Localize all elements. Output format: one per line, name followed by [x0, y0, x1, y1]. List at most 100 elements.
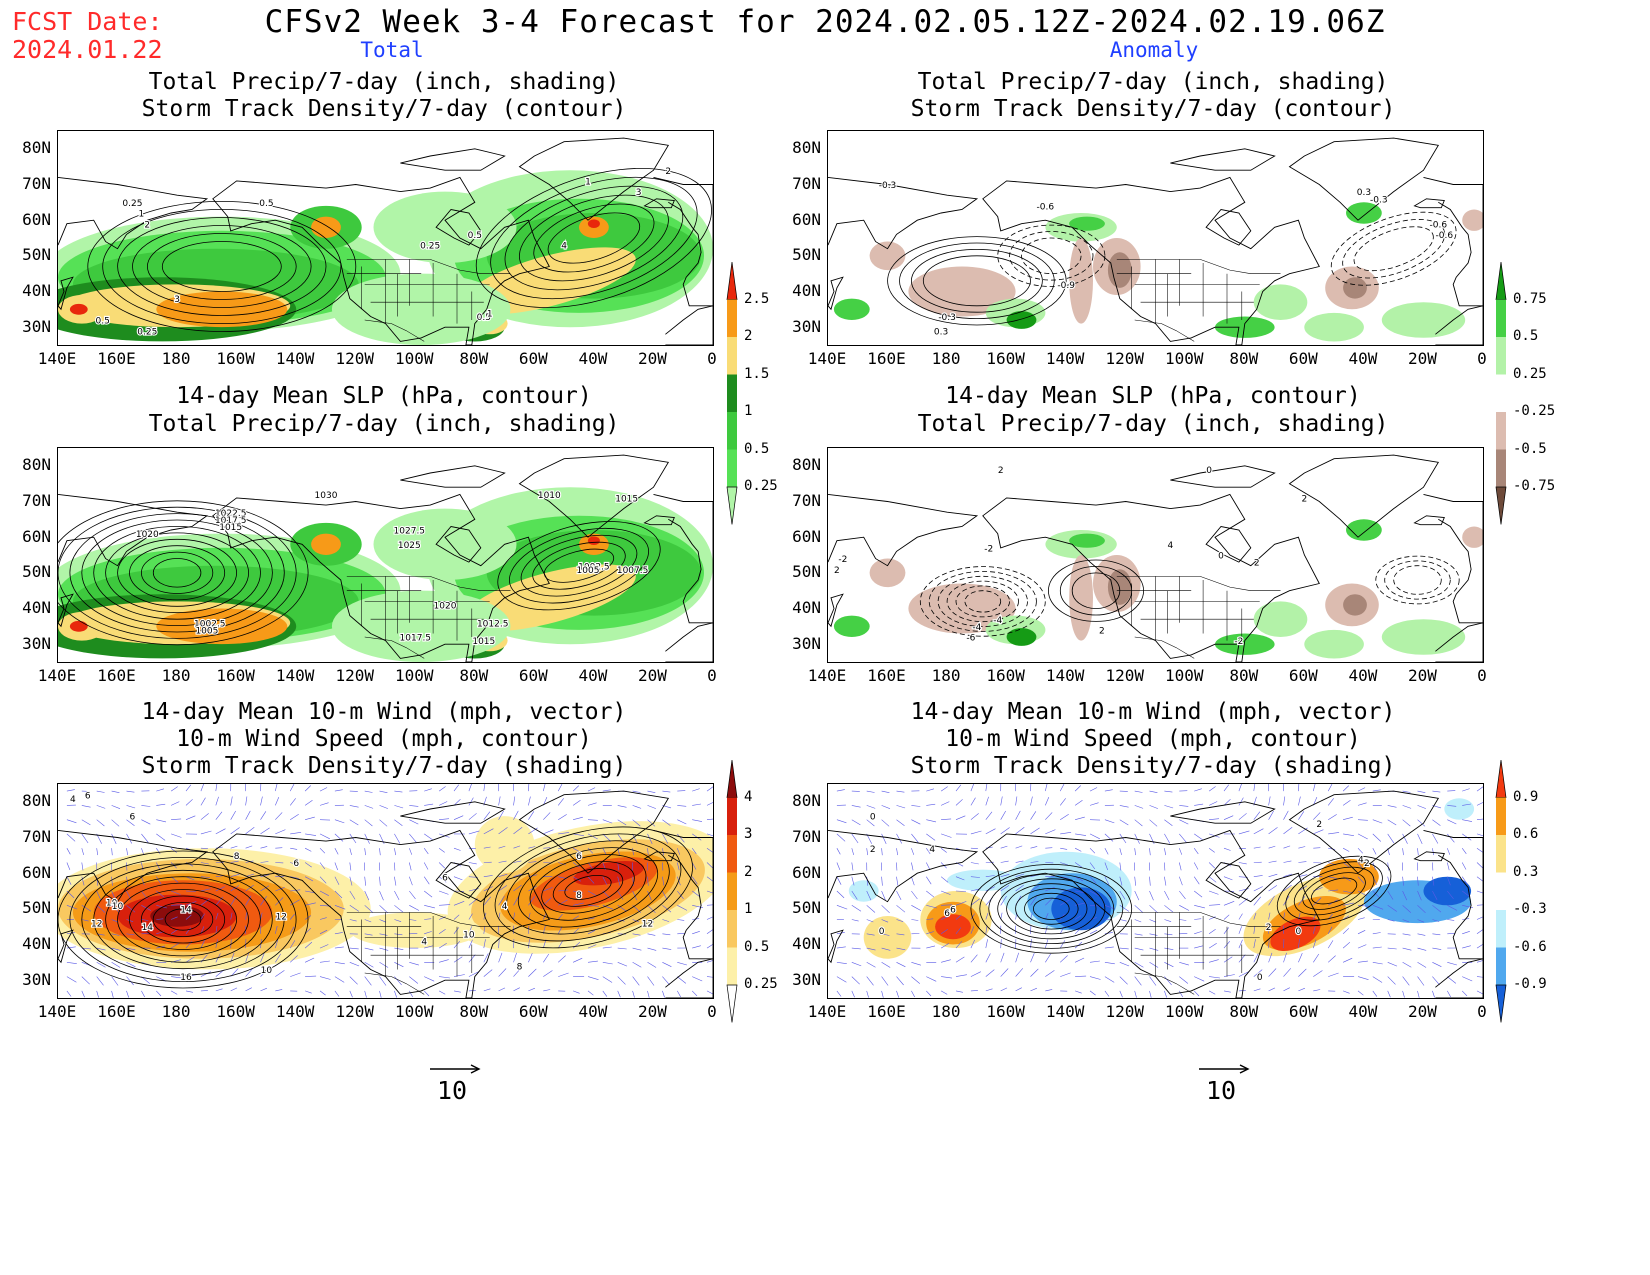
longitude-label: 120W: [1105, 349, 1144, 368]
longitude-label: 40W: [1348, 1002, 1378, 1021]
longitude-label: 0: [1477, 1002, 1487, 1021]
colorbar-tick-label: 4: [744, 788, 753, 805]
longitude-label: 0: [707, 666, 717, 685]
colorbar-tick-label: 0.25: [1513, 365, 1547, 382]
longitude-label: 20W: [1408, 1002, 1437, 1021]
contour-label: 0.3: [1357, 188, 1371, 198]
longitude-label: 120W: [1105, 666, 1144, 685]
contour-label: 6: [944, 909, 950, 919]
colorbar-tick-label: 0.25: [744, 976, 778, 992]
contour-label: 0: [870, 813, 876, 823]
panel-r2-title-1: 14-day Mean SLP (hPa, contour): [945, 383, 1361, 409]
reference-vector-arrow-left: [430, 1064, 481, 1074]
contour-label: 2: [1302, 495, 1308, 505]
colorbar-tick-label: 3: [744, 826, 753, 842]
map-slp-total: 1022.5 1017.5 1015 1020 1030 1027.5 1025 1010 10…: [57, 447, 714, 663]
contour-label: 6: [130, 813, 136, 823]
contour-label: 1015: [219, 523, 242, 533]
contour-label: 8: [234, 852, 240, 862]
contour-label: 1027.5: [394, 527, 426, 537]
longitude-label: 40W: [578, 1002, 608, 1021]
longitude-label: 140W: [1045, 1002, 1085, 1021]
longitude-label: 120W: [335, 666, 374, 685]
longitude-label: 100W: [1165, 1002, 1204, 1021]
contour-label: 1007.5: [617, 566, 649, 576]
latitude-label: 30N: [792, 317, 821, 336]
longitude-label: 140W: [275, 1002, 315, 1021]
contour-label: 1017.5: [215, 516, 247, 526]
contour-label: 4: [70, 795, 76, 805]
longitude-label: 80W: [1229, 349, 1259, 368]
contour-label: 0: [1296, 927, 1302, 937]
colorbar-tick-label: 0.75: [1513, 290, 1547, 307]
contour-label: 2: [1099, 627, 1105, 637]
contour-label: 1020: [434, 602, 457, 612]
longitude-label: 60W: [1288, 349, 1318, 368]
longitude-label: 160W: [216, 1002, 255, 1021]
longitude-label: 160W: [986, 666, 1025, 685]
contour-label: 1020: [136, 530, 159, 540]
longitude-label: 0: [707, 1002, 717, 1021]
contour-label: 3: [636, 188, 642, 198]
longitude-label: 160W: [986, 1002, 1025, 1021]
contour-label: 6: [85, 791, 91, 801]
panel-r3-title-2: 10-m Wind Speed (mph, contour): [945, 726, 1361, 752]
latitude-label: 60N: [792, 862, 821, 882]
longitude-label: 60W: [518, 1002, 548, 1021]
contour-label: 8: [517, 963, 523, 973]
contour-label: 12: [91, 920, 102, 930]
colorbar-tick-label: 1: [744, 901, 753, 917]
latitude-label: 40N: [792, 281, 821, 301]
latitude-label: 70N: [792, 826, 821, 846]
column-label-anomaly: Anomaly: [1109, 38, 1199, 62]
latitude-label: 70N: [792, 490, 821, 510]
colorbar-tick-label: 1.5: [744, 365, 770, 382]
colorbar-tick-label: 0.5: [744, 938, 770, 955]
colorbar-tick-label: 2.5: [744, 290, 770, 307]
contour-label: 10: [112, 902, 124, 912]
latitude-label: 60N: [22, 862, 51, 882]
contour-label: 6: [576, 852, 582, 862]
longitude-label: 120W: [1105, 1002, 1144, 1021]
panel-r3-title-1: 14-day Mean 10-m Wind (mph, vector): [910, 699, 1396, 725]
contour-label: 2: [144, 220, 150, 230]
contour-label: -0.3: [879, 181, 897, 191]
latitude-label: 30N: [792, 970, 821, 989]
longitude-label: 20W: [638, 1002, 667, 1021]
panel-r3-title-3: Storm Track Density/7-day (shading): [910, 753, 1396, 779]
contour-label: -0.6: [1436, 231, 1454, 241]
colorbar-tick-label: -0.5: [1513, 440, 1547, 457]
contour-label: 4: [1358, 856, 1364, 866]
contour-label: 1015: [472, 637, 495, 647]
contour-label: 0.5: [477, 313, 491, 323]
colorbar-storm-track-total: 4 3 2 1 0.5 0.25: [726, 760, 786, 1030]
contour-label: 10: [106, 898, 118, 908]
panel-l1-title-1: Total Precip/7-day (inch, shading): [148, 69, 620, 95]
longitude-label: 180: [931, 666, 961, 685]
page-title: CFSv2 Week 3-4 Forecast for 2024.02.05.1…: [264, 4, 1386, 40]
contour-label: -2: [838, 555, 847, 565]
panel-r1-title-1: Total Precip/7-day (inch, shading): [917, 69, 1389, 95]
latitude-label: 40N: [22, 281, 51, 301]
latitude-label: 30N: [792, 634, 821, 653]
latitude-label: 30N: [22, 634, 51, 653]
contour-label: 12: [642, 920, 653, 930]
longitude-label: 140E: [37, 1002, 77, 1021]
panel-l1-title-2: Storm Track Density/7-day (contour): [141, 96, 627, 122]
panel-l3-title-2: 10-m Wind Speed (mph, contour): [176, 726, 592, 752]
contour-label: 1005: [577, 566, 600, 576]
contour-label: 1: [139, 210, 145, 220]
latitude-label: 50N: [22, 562, 51, 582]
longitude-label: 140W: [275, 666, 315, 685]
contour-label: -4: [993, 616, 1002, 626]
latitude-label: 80N: [22, 791, 51, 810]
storm-track-anomaly-shading: [848, 798, 1475, 959]
colorbar-tick-label: 0.6: [1513, 826, 1539, 842]
precip-anomaly-shading: [833, 519, 1483, 659]
contour-label: 14: [142, 923, 154, 933]
longitude-label: 20W: [638, 349, 667, 368]
contour-label: 0.3: [934, 327, 948, 337]
colorbar-tick-label: 0.9: [1513, 788, 1539, 805]
latitude-label: 50N: [22, 245, 51, 265]
